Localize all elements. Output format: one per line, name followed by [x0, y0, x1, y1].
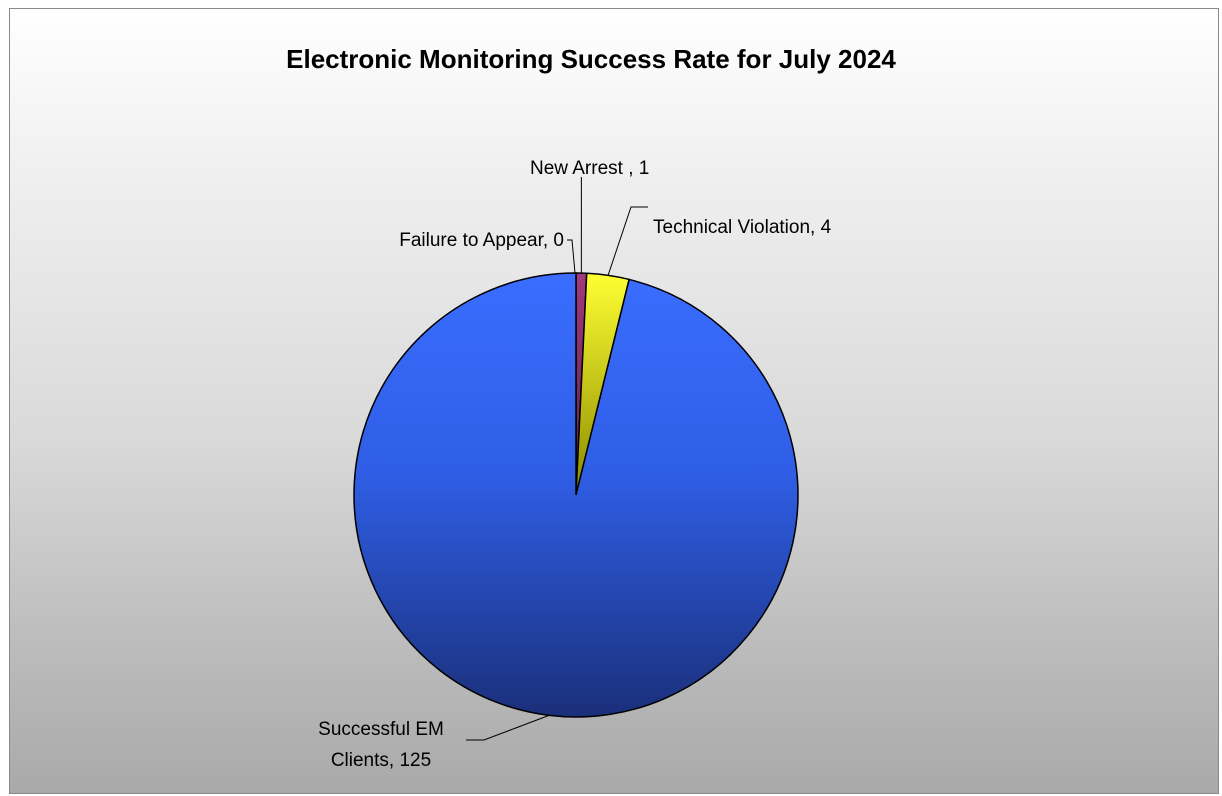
- pie-slice-successful-em-clients: [353, 272, 799, 718]
- data-label-successful-em-clients-line1: Successful EM: [318, 719, 444, 740]
- data-label-failure-to-appear: Failure to Appear, 0: [399, 230, 564, 251]
- leader-successful-em-clients: [466, 714, 551, 741]
- data-label-technical-violation: Technical Violation, 4: [653, 217, 832, 238]
- leader-technical-violation: [607, 206, 648, 276]
- data-label-new-arrest: New Arrest , 1: [530, 158, 649, 179]
- pie-chart: Failure to Appear, 0 New Arrest , 1 Techni…: [318, 158, 832, 771]
- data-label-successful-em-clients-line2: Clients, 125: [331, 750, 431, 771]
- chart-title: Electronic Monitoring Success Rate for J…: [286, 44, 896, 74]
- chart-area: Electronic Monitoring Success Rate for J…: [9, 8, 1219, 794]
- leader-failure-to-appear: [567, 239, 576, 274]
